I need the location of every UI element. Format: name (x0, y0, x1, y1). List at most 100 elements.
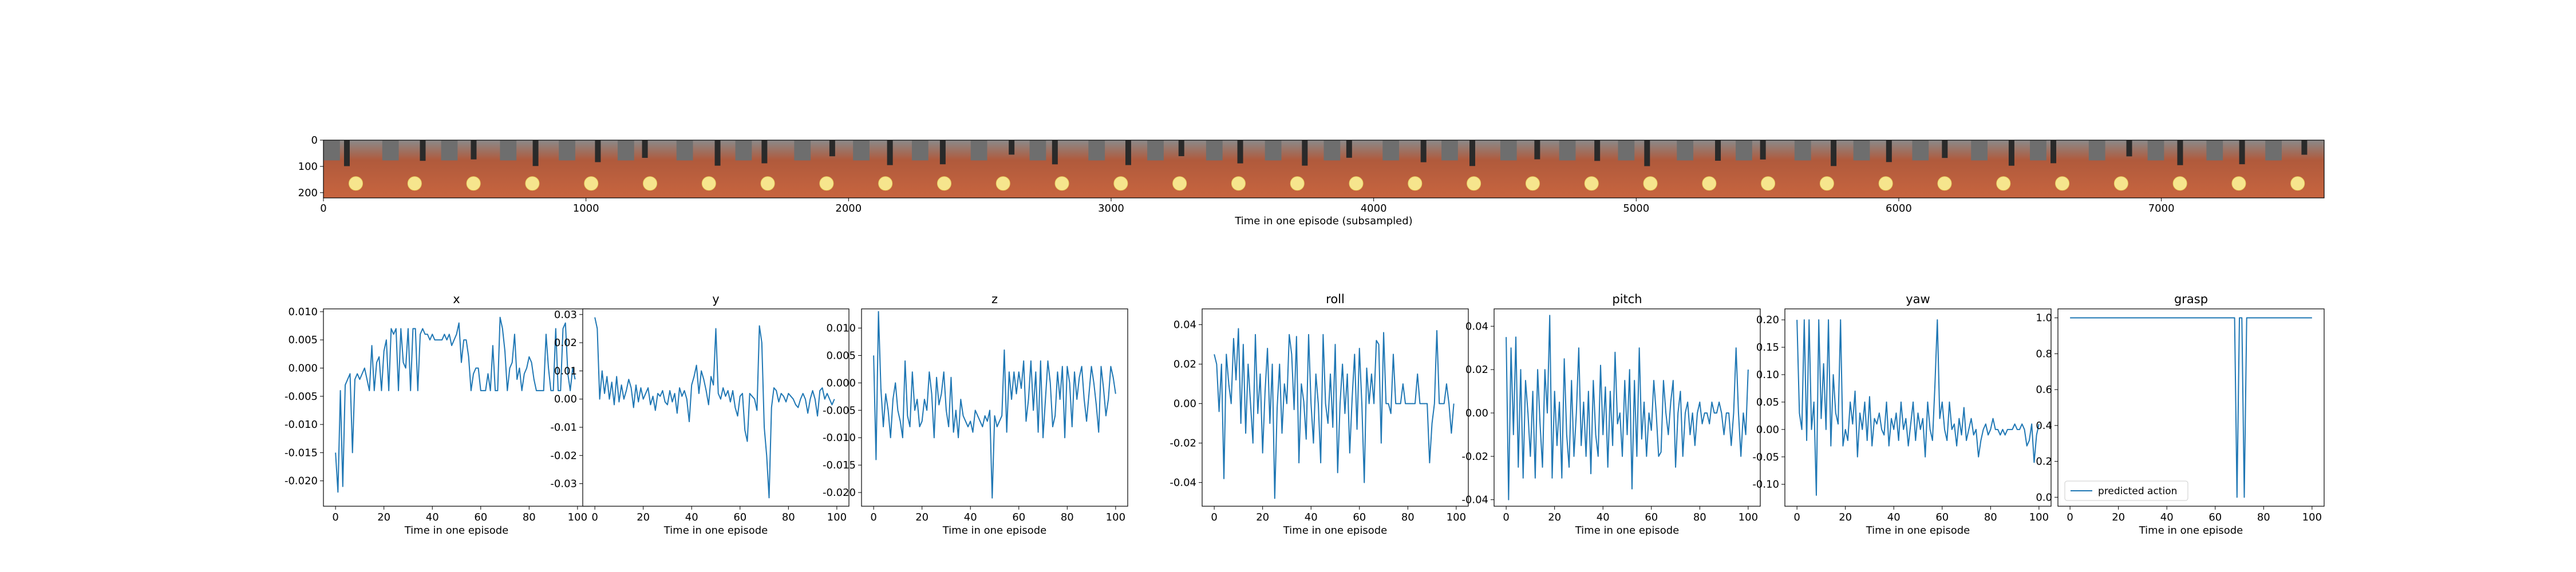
legend-label: predicted action (2098, 486, 2177, 497)
plot-border (2057, 308, 2325, 507)
subplot-xlabel: Time in one episode (1866, 525, 1970, 537)
xtick-label: 80 (782, 511, 795, 523)
plot-border (582, 308, 850, 507)
frame-0 (323, 140, 383, 198)
subplot-grasp: 0 20 40 60 80 100 0.0 0.2 0.4 0.6 0.8 1.0 grasp Time … (2036, 292, 2325, 537)
frame-7 (735, 140, 795, 198)
xtick-label: 40 (964, 511, 977, 523)
plot-area (1202, 309, 1468, 506)
subplot-z: 0 20 40 60 80 100 -0.020 -0.015 -0.010 -0.005 0.00… (823, 292, 1128, 537)
subplot-y: 0 20 40 60 80 100 -0.03 -0.02 -0.01 0.00 0.01 0.02 0… (550, 292, 850, 537)
plot-area (323, 309, 590, 506)
xtick-label: 0 (1793, 511, 1800, 523)
ytick-label: 0.03 (554, 309, 577, 321)
xtick-label: 80 (1693, 511, 1706, 523)
ytick-label: -0.03 (550, 478, 577, 490)
ytick-label: -0.02 (550, 450, 577, 462)
plot-area (2058, 309, 2324, 506)
plot-border (1202, 308, 1469, 507)
strip-xtick-label: 5000 (1623, 202, 1649, 214)
ytick-label: 0.05 (1756, 396, 1779, 408)
strip-xtick-label: 0 (320, 202, 326, 214)
ytick-label: 0.0 (2036, 491, 2052, 503)
strip-xlabel: Time in one episode (subsampled) (1234, 215, 1412, 227)
frame-4 (559, 140, 618, 198)
xtick-label: 100 (1106, 511, 1125, 523)
frame-20 (1500, 140, 1560, 198)
xtick-label: 40 (426, 511, 439, 523)
frame-24 (1736, 140, 1795, 198)
ytick-label: -0.010 (823, 432, 856, 444)
plot-border (1784, 308, 2052, 507)
plot-area (1494, 309, 1760, 506)
xtick-label: 0 (1211, 511, 1217, 523)
frame-25 (1794, 140, 1854, 198)
frame-2 (441, 140, 500, 198)
frame-17 (1323, 140, 1383, 198)
ytick-label: 0.02 (1174, 359, 1196, 371)
frame-1 (382, 140, 442, 198)
ytick-label: 0.02 (554, 337, 577, 349)
frame-19 (1441, 140, 1501, 198)
frame-8 (794, 140, 854, 198)
xtick-label: 40 (2160, 511, 2174, 523)
xtick-label: 20 (637, 511, 650, 523)
ytick-label: 1.0 (2036, 312, 2052, 324)
frame-11 (970, 140, 1030, 198)
xtick-label: 0 (591, 511, 598, 523)
xtick-label: 100 (568, 511, 587, 523)
xtick-label: 80 (1984, 511, 1997, 523)
frame-22 (1618, 140, 1677, 198)
xtick-label: 20 (2112, 511, 2125, 523)
ytick-label: -0.02 (1170, 438, 1196, 450)
ytick-label: -0.015 (285, 447, 318, 459)
subplot-xlabel: Time in one episode (1283, 525, 1388, 537)
strip-xtick-label: 6000 (1886, 202, 1912, 214)
xtick-label: 20 (1548, 511, 1561, 523)
series-line-grasp (2070, 317, 2312, 498)
xtick-label: 100 (2029, 511, 2049, 523)
subplot-title: z (991, 292, 998, 306)
xtick-label: 60 (1353, 511, 1366, 523)
ytick-label: -0.10 (1752, 479, 1779, 491)
subplot-xlabel: Time in one episode (2139, 525, 2243, 537)
frame-30 (2088, 140, 2148, 198)
xtick-label: 40 (1597, 511, 1610, 523)
ytick-label: -0.04 (1170, 477, 1196, 489)
xtick-label: 20 (1839, 511, 1852, 523)
frame-13 (1088, 140, 1148, 198)
xtick-label: 20 (377, 511, 390, 523)
subplot-title: y (712, 292, 719, 306)
subplot-title: roll (1326, 292, 1345, 306)
strip-xtick-label: 4000 (1361, 202, 1387, 214)
frame-29 (2030, 140, 2089, 198)
frame-16 (1265, 140, 1324, 198)
strip-xtick-label: 3000 (1098, 202, 1124, 214)
ytick-label: 0.01 (554, 365, 577, 377)
xtick-label: 60 (1645, 511, 1658, 523)
ytick-label: 0.000 (288, 363, 318, 375)
frame-9 (853, 140, 912, 198)
ytick-label: -0.010 (285, 419, 318, 431)
frame-6 (676, 140, 736, 198)
ytick-label: -0.020 (285, 475, 318, 487)
frame-10 (911, 140, 971, 198)
frame-strip-border (323, 140, 2325, 198)
frame-31 (2147, 140, 2207, 198)
subplot-xlabel: Time in one episode (1575, 525, 1680, 537)
ytick-label: 0.20 (1756, 314, 1779, 326)
subplot-yaw: 0 20 40 60 80 100 -0.10 -0.05 0.00 0.05 0.10 0.15 0.… (1752, 292, 2052, 537)
frame-12 (1029, 140, 1089, 198)
ytick-label: -0.01 (550, 422, 577, 434)
xtick-label: 40 (1887, 511, 1901, 523)
xtick-label: 100 (827, 511, 847, 523)
frame-33 (2265, 140, 2325, 198)
legend: predicted action (2064, 480, 2188, 501)
xtick-label: 100 (1739, 511, 1758, 523)
frame-14 (1147, 140, 1207, 198)
subplot-x: 0 20 40 60 80 100 -0.020 -0.015 -0.010 -0.005 0.00… (285, 292, 590, 537)
series-line-x (335, 316, 576, 493)
xtick-label: 100 (2302, 511, 2322, 523)
strip-xtick-label: 7000 (2148, 202, 2175, 214)
subplot-title: pitch (1612, 292, 1642, 306)
